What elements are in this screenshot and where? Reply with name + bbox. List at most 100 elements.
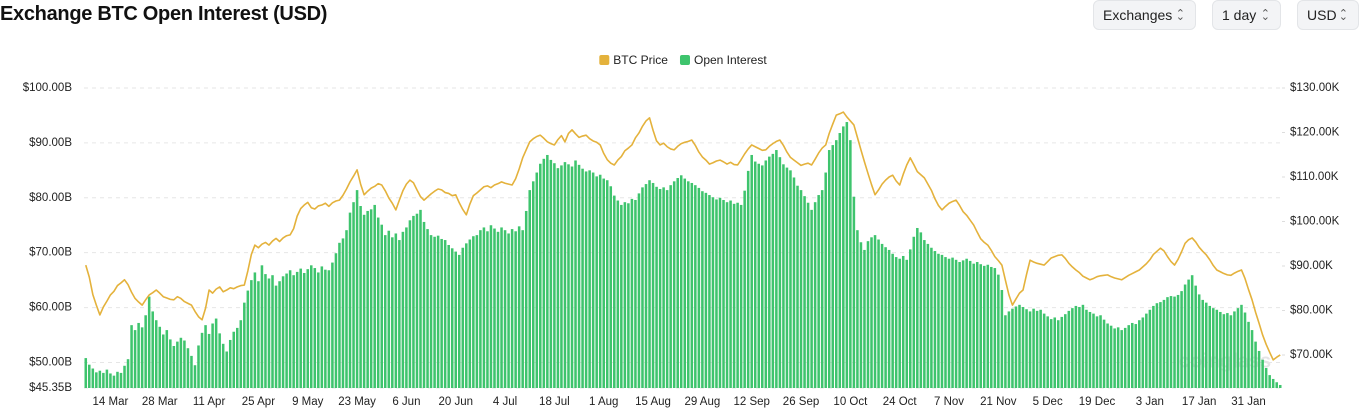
bar [1145,313,1148,388]
bar [813,202,817,388]
bar [479,230,482,388]
bar [982,265,986,388]
bar [207,333,211,388]
bar [803,196,806,388]
bar [574,160,577,388]
bar [669,185,672,388]
bar [965,258,968,388]
bar [137,322,140,388]
x-tick-label: 31 Jan [1231,396,1266,408]
bar [1275,382,1278,388]
bar [408,220,412,388]
bar [436,235,440,388]
bar [1240,304,1243,388]
bar [1215,309,1219,388]
bar [912,236,916,388]
bar [172,346,176,388]
bar [623,202,627,388]
bar [605,180,609,388]
y-tick-label: $60.00B [29,302,72,314]
bar [736,202,739,388]
bar [1004,315,1007,388]
bar [232,331,236,388]
bar [1056,320,1060,388]
bar [239,320,243,388]
bar [267,278,271,388]
bar [838,133,842,388]
interval-select[interactable]: 1 day [1212,0,1281,30]
bar [95,372,98,388]
bar [711,197,715,388]
bar [486,231,489,388]
bar [627,203,630,388]
bar [496,231,500,388]
exchanges-select[interactable]: Exchanges [1093,0,1196,30]
bar [591,172,595,388]
bar [778,157,782,388]
select-label: Exchanges [1103,7,1173,23]
bar [1247,321,1250,388]
bar [613,195,616,388]
bar [126,359,130,388]
bar [362,214,366,388]
bar [380,224,384,388]
bar [584,171,588,388]
bar [799,190,803,388]
x-tick-label: 3 Jan [1136,396,1164,408]
bar [549,159,553,388]
bar [225,351,228,388]
bar [687,181,690,388]
bar [827,150,831,388]
bar [1222,314,1226,388]
bar [1049,319,1053,388]
bar [246,290,250,388]
bar [997,274,1000,388]
bar [746,170,750,388]
bar [1254,341,1257,388]
bar [919,232,923,388]
x-tick-label: 21 Nov [980,396,1017,408]
bar [359,206,362,388]
bar [1201,299,1204,388]
bar [1102,319,1106,388]
bar [873,235,877,388]
bar [1236,308,1240,388]
bar [179,337,183,388]
bar [355,190,359,388]
bar [369,209,373,388]
bar [961,260,965,388]
bar [1074,305,1078,388]
bar [665,190,669,388]
bar [1039,309,1042,388]
bar [690,182,694,388]
y2-tick-label: $130.00K [1290,82,1340,94]
bar [715,199,718,388]
bar [524,210,528,388]
bar [975,262,979,388]
bar [1138,320,1141,388]
bar [1268,375,1271,388]
currency-select[interactable]: USD [1297,0,1359,30]
bar [916,227,919,388]
bar [373,204,376,388]
bar [1067,310,1071,388]
bar [1190,275,1194,388]
bar [708,195,711,388]
bar [176,341,179,388]
bar [334,253,338,388]
bar [398,240,401,388]
bar [1071,308,1074,388]
bar [1095,316,1099,388]
bar [947,258,951,388]
bar [1204,302,1208,388]
bar [570,166,574,388]
bar [1194,285,1197,388]
bar [264,274,267,388]
bar [257,281,260,388]
bar [1155,303,1159,388]
bar [986,264,990,388]
bar [429,235,433,388]
bar [200,332,204,388]
bar [1212,308,1215,388]
bar [785,167,789,388]
